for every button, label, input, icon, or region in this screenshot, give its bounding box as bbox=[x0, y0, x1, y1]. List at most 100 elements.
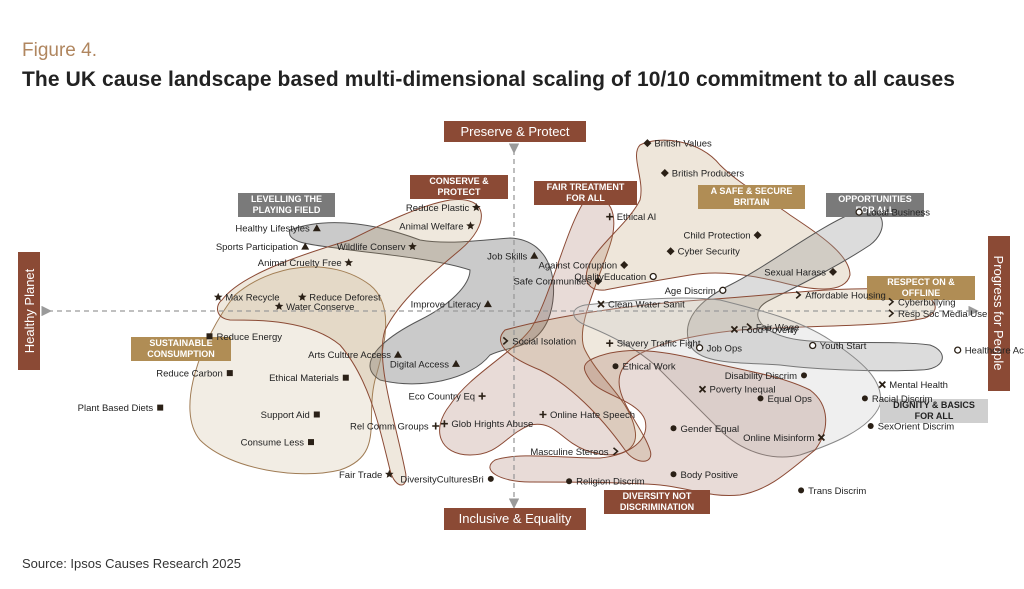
circle-marker bbox=[649, 272, 657, 281]
point-label: Slavery Traffic Fight bbox=[617, 339, 701, 350]
cross-marker bbox=[878, 380, 886, 389]
point-label: Digital Access bbox=[390, 359, 449, 370]
point-poverty-inequal: Poverty Inequal bbox=[698, 385, 776, 396]
svg-text:PLAYING FIELD: PLAYING FIELD bbox=[253, 205, 321, 215]
point-label: Body Positive bbox=[681, 470, 739, 481]
point-label: Sexual Harass bbox=[764, 267, 826, 278]
point-label: Online Misinform bbox=[743, 433, 814, 444]
point-disability-discrim: Disability Discrim bbox=[725, 371, 807, 382]
point-diversityculturesbri: DiversityCulturesBri bbox=[400, 474, 494, 485]
point-against-corruption: Against Corruption bbox=[539, 261, 629, 272]
cross-marker bbox=[730, 325, 739, 334]
square-marker bbox=[308, 439, 314, 446]
axis-label-right: Progress for People bbox=[988, 236, 1010, 391]
chevron-marker bbox=[502, 336, 509, 346]
svg-text:LEVELLING THE: LEVELLING THE bbox=[251, 194, 322, 204]
point-label: Consume Less bbox=[241, 438, 305, 449]
svg-text:PROTECT: PROTECT bbox=[437, 187, 481, 197]
chevron-marker bbox=[612, 447, 619, 456]
point-british-producers: British Producers bbox=[660, 169, 745, 180]
cross-marker bbox=[698, 385, 707, 393]
cluster-label-safe-secure: A SAFE & SECURE BRITAIN bbox=[698, 185, 805, 209]
point-label: Ethical Work bbox=[623, 362, 676, 373]
point-label: Trans Discrim bbox=[808, 486, 866, 497]
point-label: Water Conserve bbox=[286, 302, 354, 313]
point-label: British Producers bbox=[672, 169, 745, 180]
star-marker bbox=[472, 203, 481, 212]
svg-text:BRITAIN: BRITAIN bbox=[734, 197, 770, 207]
point-max-recycle: Max Recycle bbox=[213, 292, 280, 304]
circle-marker bbox=[954, 346, 962, 354]
cluster-label-fair-treatment: FAIR TREATMENT FOR ALL bbox=[534, 181, 637, 205]
star-marker bbox=[466, 221, 475, 230]
diamond-marker bbox=[666, 247, 675, 256]
triangle-marker bbox=[312, 224, 321, 232]
point-label: Improve Literacy bbox=[411, 300, 481, 311]
point-label: Affordable Housing bbox=[805, 290, 886, 301]
point-ethical-ai: Ethical AI bbox=[606, 212, 656, 223]
axis-label-left: Healthy Planet bbox=[18, 252, 40, 370]
point-mental-health: Mental Health bbox=[878, 380, 948, 391]
circle-marker bbox=[855, 208, 863, 216]
point-child-protection: Child Protection bbox=[684, 231, 762, 242]
point-label: Rel Comm Groups bbox=[350, 422, 429, 433]
blob-levelling-field bbox=[289, 222, 554, 385]
point-label: Fair Wage bbox=[756, 323, 799, 334]
point-label: Cyberbullying bbox=[898, 297, 956, 308]
svg-text:A SAFE & SECURE: A SAFE & SECURE bbox=[711, 186, 793, 196]
dot-marker bbox=[670, 425, 677, 432]
circle-marker bbox=[719, 286, 727, 294]
point-label: Job Ops bbox=[707, 343, 743, 354]
plus-marker bbox=[432, 422, 440, 430]
point-age-discrim: Age Discrim bbox=[665, 286, 727, 297]
dot-marker bbox=[670, 471, 677, 478]
svg-text:Progress for People: Progress for People bbox=[991, 256, 1006, 371]
square-marker bbox=[157, 404, 164, 411]
svg-text:Healthy Planet: Healthy Planet bbox=[22, 268, 37, 353]
point-reduce-energy: Reduce Energy bbox=[206, 332, 283, 343]
chevron-marker bbox=[795, 290, 802, 300]
plus-marker bbox=[606, 213, 614, 221]
point-label: Eco Country Eq bbox=[409, 392, 476, 403]
point-label: Local Business bbox=[866, 208, 930, 219]
triangle-marker bbox=[394, 350, 402, 358]
dot-marker bbox=[566, 478, 573, 485]
star-marker bbox=[274, 301, 284, 310]
point-sexual-harass: Sexual Harass bbox=[764, 267, 837, 278]
svg-text:SUSTAINABLE: SUSTAINABLE bbox=[149, 338, 212, 348]
svg-text:Preserve & Protect: Preserve & Protect bbox=[460, 124, 569, 139]
point-youth-start: Youth Start bbox=[809, 341, 867, 352]
point-online-misinform: Online Misinform bbox=[743, 433, 826, 444]
diamond-marker bbox=[829, 267, 837, 276]
blob-diversity bbox=[489, 350, 827, 497]
circle-marker bbox=[695, 344, 704, 352]
point-food-poverty: Food Poverty bbox=[730, 325, 798, 336]
point-safe-communities: Safe Communities bbox=[513, 277, 603, 288]
point-fair-trade: Fair Trade bbox=[339, 469, 394, 481]
point-online-hate-speech: Online Hate Speech bbox=[539, 410, 635, 421]
point-label: Job Skills bbox=[487, 251, 527, 262]
point-label: Reduce Energy bbox=[217, 332, 283, 343]
svg-text:OPPORTUNITIES: OPPORTUNITIES bbox=[838, 194, 912, 204]
plus-marker bbox=[539, 411, 547, 418]
axis-label-bottom: Inclusive & Equality bbox=[444, 508, 586, 530]
point-label: SexOrient Discrim bbox=[878, 422, 955, 433]
diamond-marker bbox=[753, 231, 762, 240]
chevron-marker bbox=[888, 309, 895, 318]
square-marker bbox=[206, 333, 213, 340]
point-body-positive: Body Positive bbox=[670, 470, 739, 481]
point-label: Poverty Inequal bbox=[710, 385, 776, 396]
star-marker bbox=[385, 469, 394, 478]
point-plant-based-diets: Plant Based Diets bbox=[78, 403, 164, 414]
point-label: Youth Start bbox=[820, 341, 867, 352]
point-label: Animal Welfare bbox=[399, 221, 463, 232]
diamond-marker bbox=[660, 169, 669, 177]
point-healthy-lifestyles: Healthy Lifestyles bbox=[235, 224, 321, 235]
source-note: Source: Ipsos Causes Research 2025 bbox=[22, 556, 241, 571]
point-label: Resp Soc Media Use bbox=[898, 309, 987, 320]
point-improve-literacy: Improve Literacy bbox=[411, 300, 492, 311]
svg-text:FOR ALL: FOR ALL bbox=[915, 411, 954, 421]
point-animal-welfare: Animal Welfare bbox=[399, 221, 475, 232]
cause-points: Healthy Lifestyles Sports Participation Jo… bbox=[78, 139, 1024, 497]
point-wildlife-conserv: Wildlife Conserv bbox=[337, 242, 417, 253]
